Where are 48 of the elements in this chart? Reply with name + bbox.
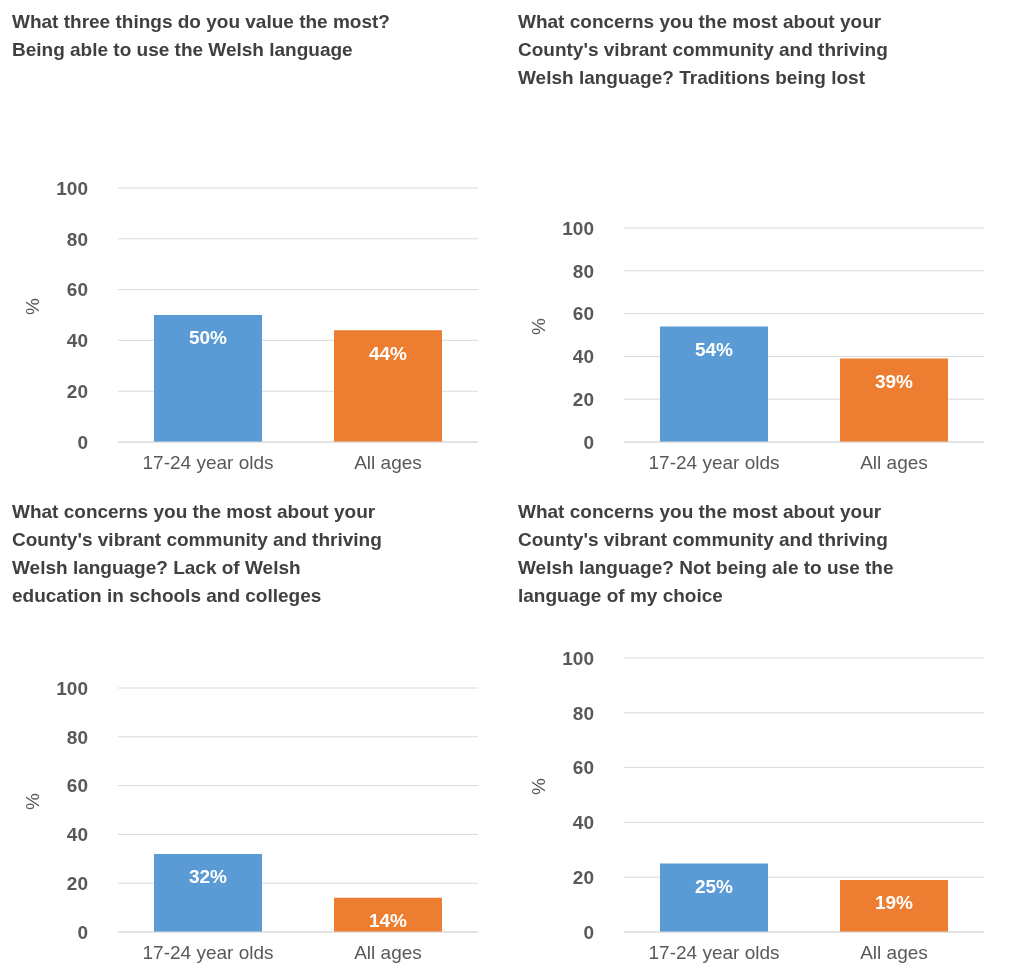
y-tick-label: 80 (66, 726, 88, 748)
x-tick-label: All ages (860, 452, 928, 474)
x-tick-label: All ages (354, 942, 422, 964)
y-tick-label: 40 (66, 330, 88, 352)
x-tick-label: All ages (860, 942, 928, 964)
x-tick-label: All ages (354, 452, 422, 474)
y-tick-label: 60 (572, 757, 594, 779)
y-tick-label: 60 (572, 303, 594, 325)
data-label: 39% (874, 371, 914, 393)
chart-title: What concerns you the most about your County's vibrant community and thriving Welsh language? Traditions being lost (518, 10, 889, 90)
data-label: 54% (694, 338, 734, 360)
y-axis-title: % (527, 778, 549, 795)
y-axis-title: % (527, 318, 549, 335)
y-tick-label: 40 (66, 824, 88, 846)
y-tick-label: 80 (66, 228, 88, 250)
y-tick-label: 40 (572, 812, 594, 834)
y-tick-label: 20 (66, 872, 88, 894)
data-label: 50% (188, 327, 228, 349)
data-label: 44% (368, 342, 408, 364)
y-tick-label: 20 (572, 388, 594, 410)
y-tick-label: 60 (66, 775, 88, 797)
y-axis-title: % (21, 298, 43, 315)
y-tick-label: 60 (66, 279, 88, 301)
y-tick-label: 100 (562, 217, 594, 239)
y-tick-label: 0 (77, 921, 88, 943)
y-axis-title: % (21, 793, 43, 810)
y-tick-label: 0 (583, 431, 594, 453)
data-label: 25% (694, 875, 734, 897)
chart-title: What concerns you the most about your County's vibrant community and thriving Welsh language? Lack of Welsh education in schools and colleges (12, 500, 383, 608)
data-label: 19% (874, 892, 914, 914)
x-tick-label: 17-24 year olds (142, 942, 274, 964)
y-tick-label: 80 (572, 260, 594, 282)
x-tick-label: 17-24 year olds (648, 452, 780, 474)
y-tick-label: 0 (77, 431, 88, 453)
y-tick-label: 0 (583, 921, 594, 943)
y-tick-label: 20 (572, 866, 594, 888)
x-tick-label: 17-24 year olds (142, 452, 274, 474)
data-label: 32% (188, 866, 228, 888)
chart-title: What concerns you the most about your County's vibrant community and thriving Welsh language? Not being ale to use the language of my choice (518, 500, 895, 608)
x-tick-label: 17-24 year olds (648, 942, 780, 964)
y-tick-label: 100 (56, 677, 88, 699)
y-tick-label: 40 (572, 346, 594, 368)
y-tick-label: 100 (56, 177, 88, 199)
data-label: 14% (368, 910, 408, 932)
chart-title: What three things do you value the most? Being able to use the Welsh language (12, 10, 391, 62)
y-tick-label: 20 (66, 380, 88, 402)
y-tick-label: 100 (562, 647, 594, 669)
y-tick-label: 80 (572, 702, 594, 724)
